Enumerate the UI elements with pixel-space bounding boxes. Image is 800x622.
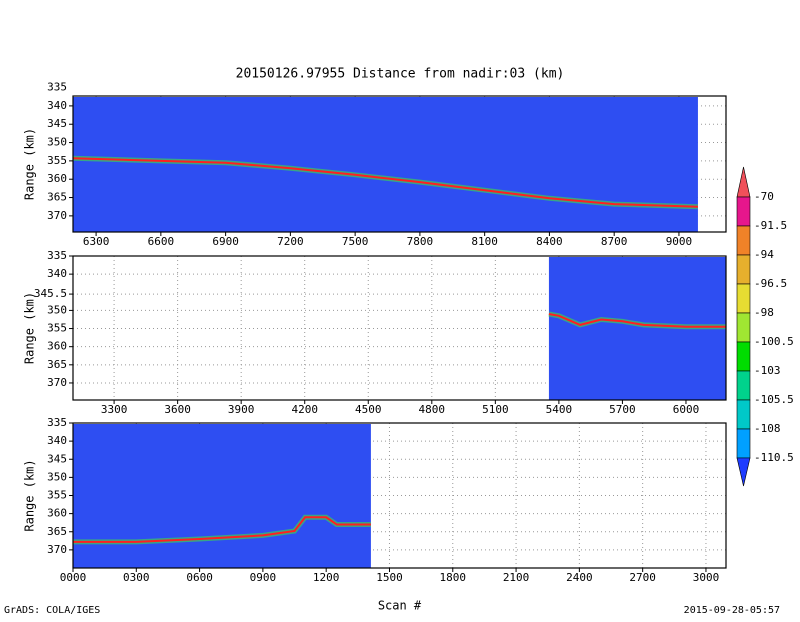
y-tick-label: 335 [47, 416, 67, 429]
y-tick-label: 345 [47, 117, 67, 130]
y-tick-label: 355 [47, 489, 67, 502]
x-tick-label: 5100 [482, 403, 509, 416]
colorbar-segment [736, 312, 751, 343]
y-axis-label: Range (km) [23, 128, 37, 200]
y-tick-label: 345 [47, 452, 67, 465]
colorbar-segment [736, 428, 751, 459]
colorbar-segment [736, 370, 751, 401]
y-tick-label: 365 [47, 191, 67, 204]
x-axis-label: Scan # [378, 599, 422, 613]
x-tick-label: 8100 [471, 235, 498, 248]
data-field [73, 97, 698, 232]
x-tick-label: 0000 [60, 571, 87, 584]
colorbar-label: -91.5 [754, 219, 787, 232]
x-tick-label: 3600 [164, 403, 191, 416]
y-tick-label: 365 [47, 358, 67, 371]
x-tick-label: 4500 [355, 403, 382, 416]
colorbar-segment [736, 225, 751, 256]
y-tick-label: 360 [47, 340, 67, 353]
surface-line [73, 516, 371, 543]
footer-right: 2015-09-28-05:57 [684, 605, 780, 616]
x-tick-label: 6900 [212, 235, 239, 248]
x-tick-label: 5700 [609, 403, 636, 416]
y-tick-label: 335 [47, 81, 67, 94]
x-tick-label: 3300 [101, 403, 128, 416]
x-tick-label: 6300 [83, 235, 110, 248]
y-tick-label: 360 [47, 172, 67, 185]
colorbar-label: -94 [754, 248, 774, 261]
colorbar-segment [736, 283, 751, 314]
x-tick-label: 2400 [566, 571, 593, 584]
colorbar-segment [736, 399, 751, 430]
colorbar-label: -70 [754, 190, 774, 203]
y-tick-label: 340 [47, 267, 67, 280]
x-tick-label: 9000 [666, 235, 693, 248]
colorbar-label: -103 [754, 364, 781, 377]
colorbar-segment [736, 254, 751, 285]
x-tick-label: 4200 [291, 403, 318, 416]
y-axis-label: Range (km) [23, 292, 37, 364]
x-tick-label: 3900 [228, 403, 255, 416]
colorbar-label: -108 [754, 422, 781, 435]
colorbar-label: -100.5 [754, 335, 794, 348]
x-tick-label: 3000 [693, 571, 720, 584]
x-tick-label: 6600 [148, 235, 175, 248]
x-tick-label: 1800 [440, 571, 467, 584]
x-tick-label: 2100 [503, 571, 530, 584]
y-tick-label: 365 [47, 525, 67, 538]
y-tick-label: 370 [47, 209, 67, 222]
colorbar-label: -110.5 [754, 451, 794, 464]
y-tick-label: 370 [47, 543, 67, 556]
plot-frame [72, 255, 727, 401]
y-tick-label: 350 [47, 136, 67, 149]
y-tick-label: 350 [47, 303, 67, 316]
footer-left: GrADS: COLA/IGES [4, 605, 100, 616]
y-tick-label: 355 [47, 154, 67, 167]
x-tick-label: 8700 [601, 235, 628, 248]
x-tick-label: 6000 [673, 403, 700, 416]
y-tick-label: 345.5 [34, 287, 67, 300]
x-tick-label: 0300 [123, 571, 150, 584]
y-tick-label: 340 [47, 99, 67, 112]
colorbar-label: -96.5 [754, 277, 787, 290]
x-tick-label: 0600 [186, 571, 213, 584]
colorbar-label: -98 [754, 306, 774, 319]
x-tick-label: 4800 [419, 403, 446, 416]
colorbar-label: -105.5 [754, 393, 794, 406]
x-tick-label: 2700 [629, 571, 656, 584]
y-tick-label: 335 [47, 249, 67, 262]
data-field [73, 424, 371, 568]
y-tick-label: 340 [47, 434, 67, 447]
x-tick-label: 1500 [376, 571, 403, 584]
y-axis-label: Range (km) [23, 459, 37, 531]
colorbar-cap [736, 166, 751, 198]
colorbar-segment [736, 196, 751, 227]
colorbar-cap [736, 457, 751, 487]
x-tick-label: 7800 [407, 235, 434, 248]
x-tick-label: 8400 [536, 235, 563, 248]
y-tick-label: 370 [47, 376, 67, 389]
surface-line [72, 157, 698, 208]
plot-frame [72, 95, 727, 233]
y-tick-label: 360 [47, 507, 67, 520]
y-tick-label: 355 [47, 322, 67, 335]
x-tick-label: 5400 [546, 403, 573, 416]
colorbar-segment [736, 341, 751, 372]
x-tick-label: 1200 [313, 571, 340, 584]
x-tick-label: 0900 [250, 571, 277, 584]
x-tick-label: 7200 [277, 235, 304, 248]
surface-line [548, 313, 726, 328]
x-tick-label: 7500 [342, 235, 369, 248]
chart-title: 20150126.97955 Distance from nadir:03 (k… [236, 67, 565, 82]
y-tick-label: 350 [47, 470, 67, 483]
